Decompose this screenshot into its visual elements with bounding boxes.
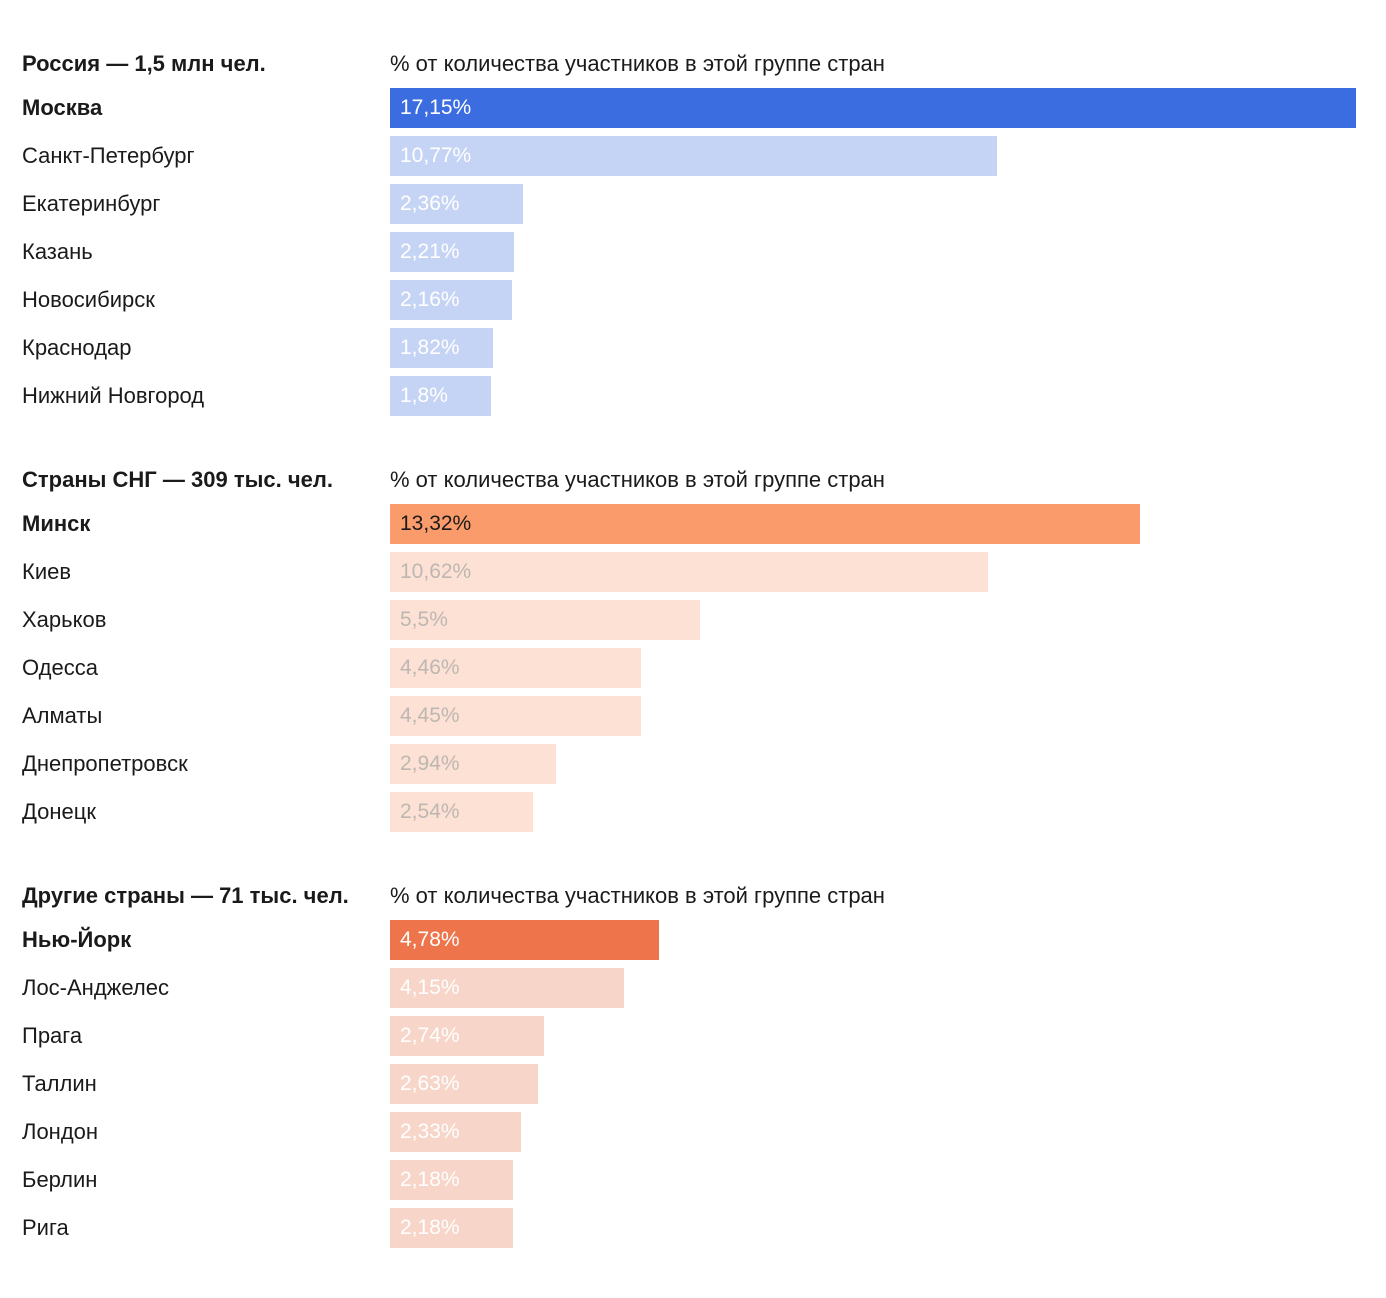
chart-group-1: Россия — 1,5 млн чел. % от количества уча… bbox=[0, 44, 1386, 424]
value-label: 4,46% bbox=[400, 656, 460, 679]
category-label: Одесса bbox=[22, 655, 98, 680]
value-label: 2,21% bbox=[400, 240, 460, 263]
category-label: Берлин bbox=[22, 1167, 98, 1192]
value-label: 4,78% bbox=[400, 928, 460, 951]
bar-row: Киев 10,62% bbox=[0, 552, 1386, 592]
bar bbox=[390, 328, 493, 368]
value-label: 4,45% bbox=[400, 704, 460, 727]
value-label: 2,16% bbox=[400, 288, 460, 311]
bar-row: Краснодар 1,82% bbox=[0, 328, 1386, 368]
category-label: Донецк bbox=[22, 799, 96, 824]
bar-row: Лос-Анджелес 4,15% bbox=[0, 968, 1386, 1008]
category-label: Алматы bbox=[22, 703, 103, 728]
value-label: 2,33% bbox=[400, 1120, 460, 1143]
category-label: Нью-Йорк bbox=[22, 927, 132, 952]
bar-row: Харьков 5,5% bbox=[0, 600, 1386, 640]
value-label: 2,18% bbox=[400, 1216, 460, 1239]
category-label: Прага bbox=[22, 1023, 83, 1048]
bar-row: Минск 13,32% bbox=[0, 504, 1386, 544]
bar-row: Рига 2,18% bbox=[0, 1208, 1386, 1248]
bar bbox=[390, 1016, 544, 1056]
category-label: Санкт-Петербург bbox=[22, 143, 195, 168]
category-label: Москва bbox=[22, 95, 103, 120]
bar-row: Казань 2,21% bbox=[0, 232, 1386, 272]
bar-row: Нью-Йорк 4,78% bbox=[0, 920, 1386, 960]
chart-subtitle: % от количества участников в этой группе… bbox=[390, 467, 885, 492]
category-label: Минск bbox=[22, 511, 91, 536]
category-label: Лондон bbox=[22, 1119, 99, 1144]
chart-title: Страны СНГ — 309 тыс. чел. bbox=[22, 467, 333, 492]
value-label: 1,82% bbox=[400, 336, 460, 359]
category-label: Рига bbox=[22, 1215, 69, 1240]
value-label: 2,54% bbox=[400, 800, 460, 823]
chart-title: Другие страны — 71 тыс. чел. bbox=[22, 883, 349, 908]
chart-group-3: Другие страны — 71 тыс. чел. % от количес… bbox=[0, 876, 1386, 1256]
value-label: 10,77% bbox=[400, 144, 472, 167]
bar bbox=[390, 696, 641, 736]
bar-row: Санкт-Петербург 10,77% bbox=[0, 136, 1386, 176]
bar bbox=[390, 1112, 521, 1152]
bar bbox=[390, 920, 659, 960]
bar bbox=[390, 648, 641, 688]
bar bbox=[390, 1064, 538, 1104]
chart-subtitle: % от количества участников в этой группе… bbox=[390, 883, 885, 908]
value-label: 2,63% bbox=[400, 1072, 460, 1095]
bar-row: Екатеринбург 2,36% bbox=[0, 184, 1386, 224]
value-label: 4,15% bbox=[400, 976, 460, 999]
bar bbox=[390, 88, 1356, 128]
bar bbox=[390, 968, 624, 1008]
value-label: 2,74% bbox=[400, 1024, 460, 1047]
bar-row: Алматы 4,45% bbox=[0, 696, 1386, 736]
category-label: Новосибирск bbox=[22, 287, 155, 312]
bar bbox=[390, 792, 533, 832]
bar bbox=[390, 376, 491, 416]
bar bbox=[390, 552, 988, 592]
bar bbox=[390, 232, 514, 272]
bar bbox=[390, 744, 556, 784]
bar bbox=[390, 504, 1140, 544]
category-label: Днепропетровск bbox=[22, 751, 188, 776]
category-label: Екатеринбург bbox=[22, 191, 161, 216]
bar-row: Нижний Новгород 1,8% bbox=[0, 376, 1386, 416]
bar bbox=[390, 136, 997, 176]
value-label: 1,8% bbox=[400, 384, 448, 407]
bar bbox=[390, 184, 523, 224]
category-label: Харьков bbox=[22, 607, 107, 632]
bar-row: Прага 2,74% bbox=[0, 1016, 1386, 1056]
value-label: 17,15% bbox=[400, 96, 472, 119]
value-label: 2,36% bbox=[400, 192, 460, 215]
bar-row: Таллин 2,63% bbox=[0, 1064, 1386, 1104]
bar-row: Донецк 2,54% bbox=[0, 792, 1386, 832]
bar bbox=[390, 1208, 513, 1248]
category-label: Киев bbox=[22, 559, 72, 584]
value-label: 10,62% bbox=[400, 560, 472, 583]
bar bbox=[390, 600, 700, 640]
value-label: 13,32% bbox=[400, 512, 472, 535]
bar bbox=[390, 280, 512, 320]
category-label: Лос-Анджелес bbox=[22, 975, 169, 1000]
chart-group-2: Страны СНГ — 309 тыс. чел. % от количеств… bbox=[0, 460, 1386, 840]
bar-row: Москва 17,15% bbox=[0, 88, 1386, 128]
value-label: 2,94% bbox=[400, 752, 460, 775]
value-label: 2,18% bbox=[400, 1168, 460, 1191]
bar-row: Днепропетровск 2,94% bbox=[0, 744, 1386, 784]
bar-row: Новосибирск 2,16% bbox=[0, 280, 1386, 320]
bar-row: Берлин 2,18% bbox=[0, 1160, 1386, 1200]
category-label: Нижний Новгород bbox=[22, 383, 205, 408]
value-label: 5,5% bbox=[400, 608, 448, 631]
bar-row: Одесса 4,46% bbox=[0, 648, 1386, 688]
category-label: Краснодар bbox=[22, 335, 132, 360]
category-label: Таллин bbox=[22, 1071, 97, 1096]
bar-row: Лондон 2,33% bbox=[0, 1112, 1386, 1152]
bar bbox=[390, 1160, 513, 1200]
chart-title: Россия — 1,5 млн чел. bbox=[22, 51, 266, 76]
category-label: Казань bbox=[22, 239, 93, 264]
chart-subtitle: % от количества участников в этой группе… bbox=[390, 51, 885, 76]
